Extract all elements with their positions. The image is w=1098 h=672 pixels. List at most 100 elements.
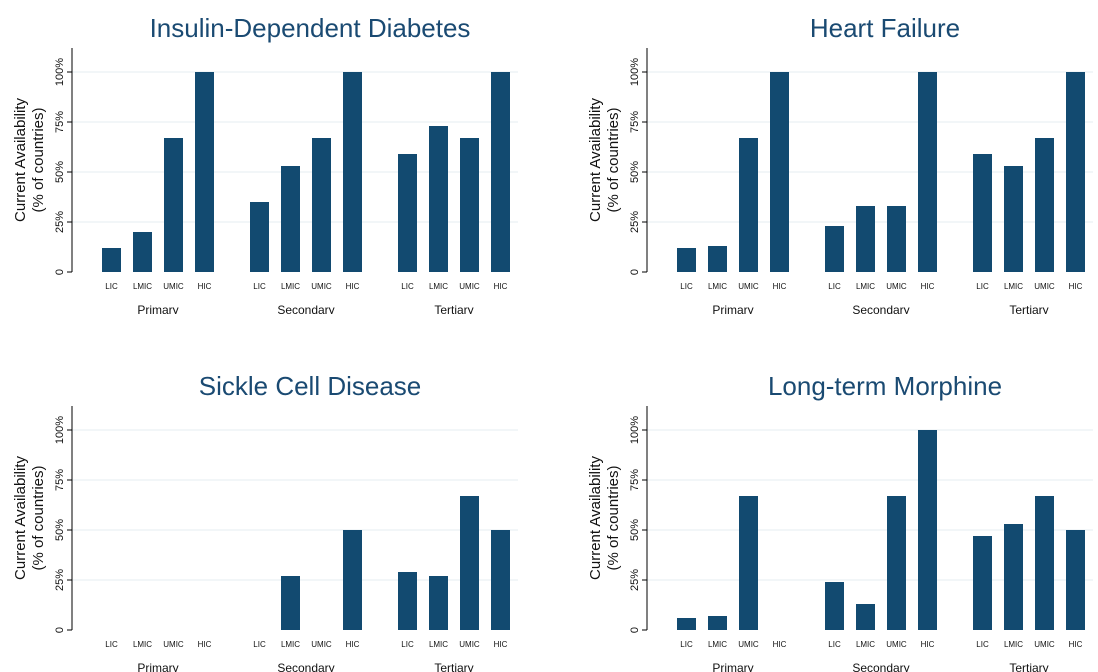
y-tick-label: 100% [629, 416, 641, 444]
x-group-label: Tertiary [1009, 661, 1048, 672]
bar-tertiary-lic [398, 154, 417, 272]
y-tick-label: 50% [54, 519, 66, 541]
bar-primary-lic [677, 618, 696, 630]
chart-title: Heart Failure [810, 13, 960, 43]
bar-primary-umic [739, 496, 758, 630]
x-category-label: LMIC [429, 640, 448, 649]
x-category-label: LIC [401, 640, 414, 649]
bar-secondary-lmic [856, 604, 875, 630]
y-tick-label: 0 [54, 269, 66, 275]
y-tick-label: 25% [54, 569, 66, 591]
y-axis-label-line-2: (% of countries) [30, 107, 47, 212]
y-tick-label: 75% [54, 469, 66, 491]
x-category-label: LMIC [1004, 640, 1023, 649]
bar-primary-hic [770, 72, 789, 272]
x-category-label: LIC [976, 282, 989, 291]
x-category-label: LMIC [856, 640, 875, 649]
bar-primary-umic [164, 138, 183, 272]
x-category-label: LMIC [281, 282, 300, 291]
x-category-label: HIC [773, 282, 787, 291]
y-axis-label-line-1: Current Availability [12, 456, 29, 580]
x-category-label: UMIC [1034, 640, 1055, 649]
x-category-label: HIC [198, 640, 212, 649]
bar-tertiary-hic [491, 72, 510, 272]
bar-primary-lmic [708, 616, 727, 630]
bar-tertiary-hic [491, 530, 510, 630]
y-tick-label: 50% [629, 161, 641, 183]
bar-secondary-hic [343, 530, 362, 630]
x-category-label: UMIC [459, 282, 480, 291]
x-category-label: HIC [494, 640, 508, 649]
x-category-label: HIC [1069, 282, 1083, 291]
x-group-label: Primary [137, 661, 178, 672]
bar-secondary-hic [918, 430, 937, 630]
bar-primary-umic [739, 138, 758, 272]
x-category-label: LIC [828, 640, 841, 649]
x-category-label: UMIC [163, 640, 184, 649]
x-group-label: Secondary [852, 661, 909, 672]
x-category-label: LIC [680, 282, 693, 291]
bar-secondary-umic [312, 138, 331, 272]
bar-secondary-umic [887, 206, 906, 272]
x-category-label: HIC [346, 282, 360, 291]
x-category-label: LIC [105, 282, 118, 291]
chart-title: Long-term Morphine [768, 371, 1002, 401]
bar-secondary-lmic [281, 576, 300, 630]
x-group-label: Primary [712, 661, 753, 672]
chart-panel-3: Long-term Morphine Current Availability (%… [587, 371, 1093, 672]
y-tick-label: 75% [629, 111, 641, 133]
y-axis-label-line-2: (% of countries) [605, 107, 622, 212]
x-group-label: Secondary [277, 303, 334, 314]
bar-secondary-lmic [281, 166, 300, 272]
chart-panel-0: Insulin-Dependent Diabetes Current Availa… [12, 13, 518, 314]
bar-primary-lic [102, 248, 121, 272]
y-tick-label: 25% [54, 211, 66, 233]
bar-tertiary-hic [1066, 72, 1085, 272]
y-tick-label: 75% [54, 111, 66, 133]
bar-tertiary-lic [398, 572, 417, 630]
bar-tertiary-umic [1035, 138, 1054, 272]
chart-title: Sickle Cell Disease [199, 371, 422, 401]
x-category-label: LMIC [281, 640, 300, 649]
x-group-label: Primary [712, 303, 753, 314]
chart-panel-2: Sickle Cell Disease Current Availability(… [12, 371, 518, 672]
bar-tertiary-umic [460, 138, 479, 272]
x-category-label: HIC [921, 640, 935, 649]
y-tick-label: 25% [629, 569, 641, 591]
y-axis-label-line-1: Current Availability [12, 98, 29, 222]
bar-secondary-lmic [856, 206, 875, 272]
x-category-label: HIC [494, 282, 508, 291]
bar-tertiary-umic [1035, 496, 1054, 630]
bar-secondary-hic [918, 72, 937, 272]
chart-panel-1: Heart Failure Current Availability (% of c… [587, 13, 1093, 314]
x-category-label: LMIC [856, 282, 875, 291]
x-category-label: LMIC [708, 640, 727, 649]
x-category-label: UMIC [738, 640, 759, 649]
y-tick-label: 0 [54, 627, 66, 633]
bar-primary-lmic [708, 246, 727, 272]
x-category-label: HIC [773, 640, 787, 649]
y-axis-label-line-1: Current Availability [587, 456, 604, 580]
x-group-label: Secondary [852, 303, 909, 314]
x-category-label: LIC [680, 640, 693, 649]
x-category-label: LIC [828, 282, 841, 291]
x-category-label: LIC [976, 640, 989, 649]
bar-tertiary-lmic [1004, 166, 1023, 272]
x-group-label: Tertiary [434, 661, 473, 672]
y-tick-label: 50% [629, 519, 641, 541]
y-tick-label: 0 [629, 627, 641, 633]
x-category-label: HIC [921, 282, 935, 291]
y-tick-label: 100% [54, 416, 66, 444]
y-tick-label: 25% [629, 211, 641, 233]
x-category-label: UMIC [459, 640, 480, 649]
bar-secondary-lic [825, 226, 844, 272]
y-tick-label: 100% [629, 58, 641, 86]
x-category-label: UMIC [311, 640, 332, 649]
bar-tertiary-lic [973, 154, 992, 272]
y-axis-label-line-2: (% of countries) [30, 465, 47, 570]
bar-primary-lic [677, 248, 696, 272]
x-category-label: LIC [105, 640, 118, 649]
x-category-label: HIC [346, 640, 360, 649]
x-group-label: Tertiary [434, 303, 473, 314]
bar-tertiary-hic [1066, 530, 1085, 630]
